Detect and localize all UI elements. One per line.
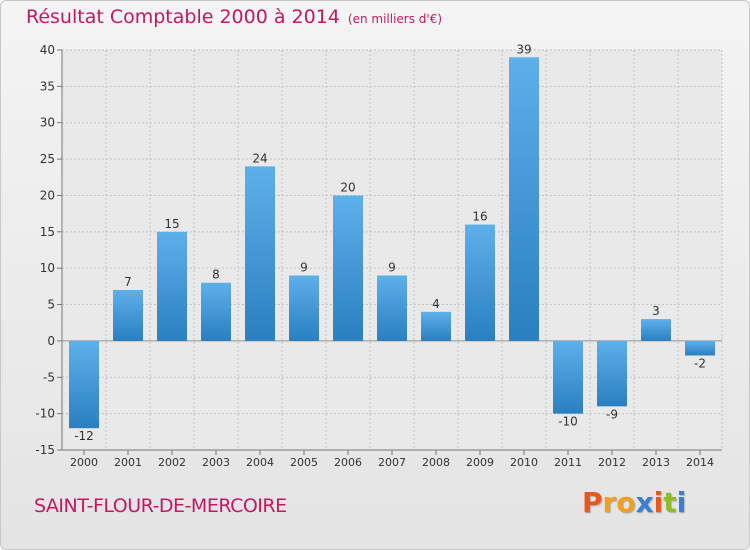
data-label: 39 [516, 42, 531, 56]
y-tick-label: -15 [35, 443, 55, 457]
bar [245, 166, 275, 341]
bar [465, 224, 495, 341]
bar [421, 311, 451, 341]
x-tick-label: 2014 [686, 456, 714, 469]
logo-letter: r [602, 486, 617, 519]
data-label: 20 [340, 180, 355, 194]
x-tick-label: 2013 [642, 456, 670, 469]
x-tick-label: 2005 [290, 456, 318, 469]
y-tick-label: 0 [47, 334, 55, 348]
data-label: -10 [558, 415, 578, 429]
x-tick-label: 2009 [466, 456, 494, 469]
x-tick-label: 2012 [598, 456, 626, 469]
y-tick-label: -10 [35, 407, 55, 421]
data-label: 4 [432, 297, 440, 311]
bar [377, 275, 407, 341]
bar [333, 195, 363, 341]
y-tick-label: 35 [40, 79, 55, 93]
logo-letter: i [676, 486, 687, 519]
x-tick-label: 2003 [202, 456, 230, 469]
x-tick-label: 2011 [554, 456, 582, 469]
x-tick-label: 2001 [114, 456, 142, 469]
commune-name: SAINT-FLOUR-DE-MERCOIRE [34, 495, 287, 517]
y-tick-label: 20 [40, 188, 55, 202]
title-text: Résultat Comptable 2000 à 2014 [26, 6, 340, 28]
data-label: 7 [124, 275, 132, 289]
y-tick-label: 5 [47, 298, 55, 312]
y-tick-label: 10 [40, 261, 55, 275]
bar [113, 290, 143, 341]
bar [597, 340, 627, 407]
x-tick-label: 2010 [510, 456, 538, 469]
data-label: 9 [300, 260, 308, 274]
bar [641, 319, 671, 341]
data-label: -9 [606, 407, 618, 421]
bar [201, 282, 231, 341]
bar [553, 340, 583, 414]
logo-letter: i [653, 486, 664, 519]
logo-letter: x [635, 486, 654, 519]
x-tick-label: 2002 [158, 456, 186, 469]
data-label: 15 [164, 217, 179, 231]
data-label: 8 [212, 268, 220, 282]
data-label: 16 [472, 210, 487, 224]
y-tick-label: 25 [40, 152, 55, 166]
y-tick-label: 40 [40, 43, 55, 57]
x-tick-label: 2008 [422, 456, 450, 469]
proxiti-logo: Proxiti [582, 486, 686, 519]
data-label: 3 [652, 304, 660, 318]
y-tick-label: 30 [40, 116, 55, 130]
bar [157, 231, 187, 341]
x-tick-label: 2000 [70, 456, 98, 469]
chart-title: Résultat Comptable 2000 à 2014 (en millie… [26, 6, 442, 28]
data-label: -12 [74, 429, 94, 443]
logo-letter: P [582, 486, 603, 519]
x-tick-label: 2004 [246, 456, 274, 469]
logo-letter: t [663, 486, 677, 519]
bar [685, 340, 715, 356]
logo-letter: o [616, 486, 636, 519]
data-label: 24 [252, 151, 267, 165]
x-tick-label: 2006 [334, 456, 362, 469]
bar [69, 340, 99, 429]
x-tick-label: 2007 [378, 456, 406, 469]
chart-subtitle: (en milliers d'€) [347, 12, 443, 26]
y-tick-label: -5 [43, 370, 55, 384]
bar [289, 275, 319, 341]
data-label: -2 [694, 356, 706, 370]
y-tick-label: 15 [40, 225, 55, 239]
bar [509, 57, 539, 341]
data-label: 9 [388, 260, 396, 274]
